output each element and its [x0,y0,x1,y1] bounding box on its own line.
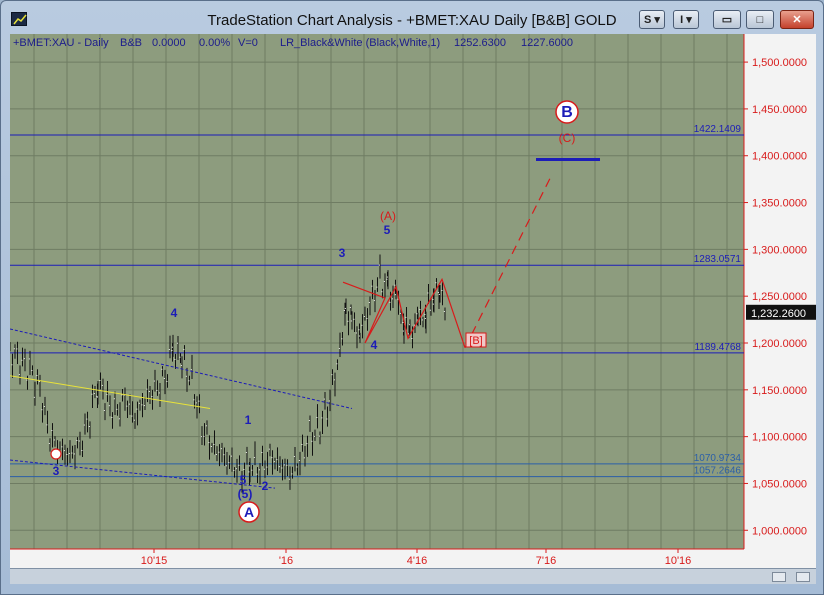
chart-header-field: 1252.6300 [454,37,506,49]
chart-background [10,34,816,568]
wave-label: 2 [262,479,269,493]
y-tick-label: 1,300.0000 [752,244,807,256]
y-tick-label: 1,250.0000 [752,291,807,303]
wave-label: 5 [240,473,247,487]
current-price-tag [746,304,816,320]
horizontal-level-label: 1189.4768 [694,342,741,353]
scroll-thumb[interactable] [772,572,786,582]
wave-circle-marker [555,100,579,124]
chart-header-field: 0.0000 [152,37,186,49]
window-title: TradeStation Chart Analysis - +BMET:XAU … [207,12,617,29]
y-tick-label: 1,350.0000 [752,198,807,210]
wave-label: 4 [371,338,378,352]
wave-label: B [561,104,573,121]
wave-label: (5) [238,487,253,501]
wave-label: 3 [53,464,60,478]
red-wave-structure [342,277,466,348]
wave-label: 5 [384,223,391,237]
upper-channel-line [10,328,353,410]
lower-channel-line [10,459,276,489]
y-tick-label: 1,200.0000 [752,338,807,350]
horizontal-level-label: 1057.2646 [694,466,742,477]
y-tick-label: 1,100.0000 [752,432,807,444]
y-tick-label: 1,500.0000 [752,57,807,69]
maximize-button[interactable]: □ [746,10,774,29]
price-chart[interactable]: 1,000.0000 1,050.0000 1,100.0000 1,150.0000… [10,34,816,568]
horizontal-level-label: 1422.1409 [694,124,742,135]
wave-label: (C) [559,131,576,145]
projection-line [464,174,553,348]
chart-header-field: B&B [120,37,142,49]
symbol-linking-button[interactable]: S ▾ [639,10,665,29]
wave-label: 1 [245,413,252,427]
chart-header-field: 0.00% [199,37,230,49]
close-button[interactable]: ✕ [780,10,814,29]
title-bar[interactable]: TradeStation Chart Analysis - +BMET:XAU … [1,1,823,35]
wave-box-marker [465,332,487,348]
wave-label: 3 [339,246,346,260]
x-tick-label: 10'15 [141,555,168,567]
time-axis-panel [10,549,744,568]
y-tick-label: 1,450.0000 [752,104,807,116]
wave-label: [B] [469,335,482,347]
x-tick-label: 7'16 [536,555,556,567]
wave-3-circle-marker [50,448,62,460]
horizontal-level-label: 1070.9734 [694,453,742,464]
wave-label: (A) [380,209,396,223]
wave-label: 4 [171,306,178,320]
x-tick-label: '16 [279,555,293,567]
x-tick-label: 4'16 [407,555,427,567]
x-tick-label: 10'16 [665,555,692,567]
tradestation-app-icon[interactable] [11,12,27,26]
yellow-trend-line [10,375,211,410]
wave-label: A [244,504,254,520]
current-price-label: 1,232.2600 [751,308,806,320]
chart-header-field: LR_Black&White (Black,White,1) [280,37,440,49]
chart-area[interactable]: 1,000.0000 1,050.0000 1,100.0000 1,150.0000… [10,34,816,584]
y-tick-label: 1,150.0000 [752,385,807,397]
chart-header-field: 1227.6000 [521,37,573,49]
y-tick-label: 1,050.0000 [752,478,807,490]
y-tick-label: 1,400.0000 [752,151,807,163]
scroll-right-arrow-icon[interactable] [796,572,810,582]
minimize-button[interactable]: ▭ [713,10,741,29]
chart-header-field: +BMET:XAU - Daily [13,37,109,49]
horizontal-scrollbar[interactable] [10,568,816,584]
price-bars-group [10,254,446,493]
price-axis-panel [744,34,816,568]
horizontal-level-label: 1283.0571 [694,254,742,265]
interval-linking-button[interactable]: I ▾ [673,10,699,29]
chart-header-field: V=0 [238,37,258,49]
wave-circle-marker [238,501,260,523]
y-tick-label: 1,000.0000 [752,525,807,537]
